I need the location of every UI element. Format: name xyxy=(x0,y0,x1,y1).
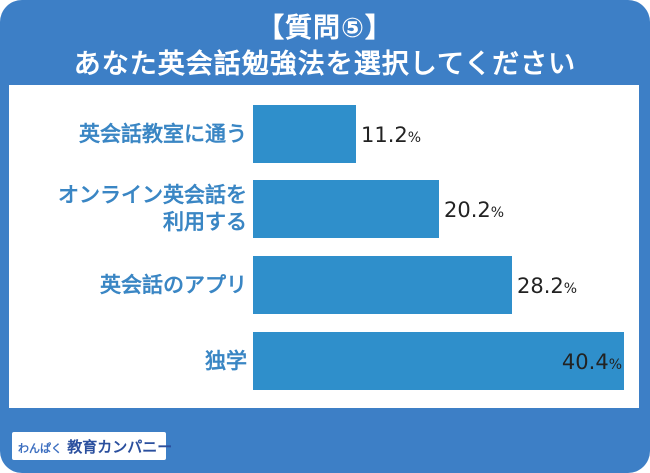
category-label-2: オンライン英会話を利用する xyxy=(58,182,247,236)
category-label-3-line-1: 英会話のアプリ xyxy=(100,272,247,297)
chart-title-line-1: 【質問⑤】 xyxy=(257,13,393,44)
chart-title-line-2: あなた英会話勉強法を選択してください xyxy=(73,49,577,80)
value-label-4: 40.4% xyxy=(562,350,622,374)
value-label-3: 28.2% xyxy=(517,274,577,298)
value-label-1: 11.2% xyxy=(361,123,421,147)
value-label-2: 20.2% xyxy=(444,198,504,222)
category-label-2-line-1: オンライン英会話を xyxy=(58,183,247,207)
category-label-1: 英会話教室に通う xyxy=(79,121,247,148)
logo-text-part2: 教育カンパニー xyxy=(67,438,173,456)
category-label-4: 独学 xyxy=(205,348,247,375)
category-label-4-line-1: 独学 xyxy=(205,348,247,373)
category-label-2-line-2: 利用する xyxy=(163,210,247,234)
company-logo: わんぱく 教育カンパニー xyxy=(12,432,172,460)
bar-4 xyxy=(253,332,624,390)
logo-text-part1: わんぱく xyxy=(18,442,62,455)
chart-panel: 英会話教室に通うオンライン英会話を利用する英会話のアプリ独学 11.2% 20.2… xyxy=(9,85,639,408)
category-label-3: 英会話のアプリ xyxy=(100,272,247,299)
bar-chart: 11.2% 20.2% 28.2% 40.4% xyxy=(253,105,624,390)
bar-1 xyxy=(253,105,356,163)
category-label-column: 英会話教室に通うオンライン英会話を利用する英会話のアプリ独学 xyxy=(9,85,247,408)
bar-2 xyxy=(253,180,439,238)
bar-3 xyxy=(253,256,512,314)
category-label-1-line-1: 英会話教室に通う xyxy=(79,121,247,146)
